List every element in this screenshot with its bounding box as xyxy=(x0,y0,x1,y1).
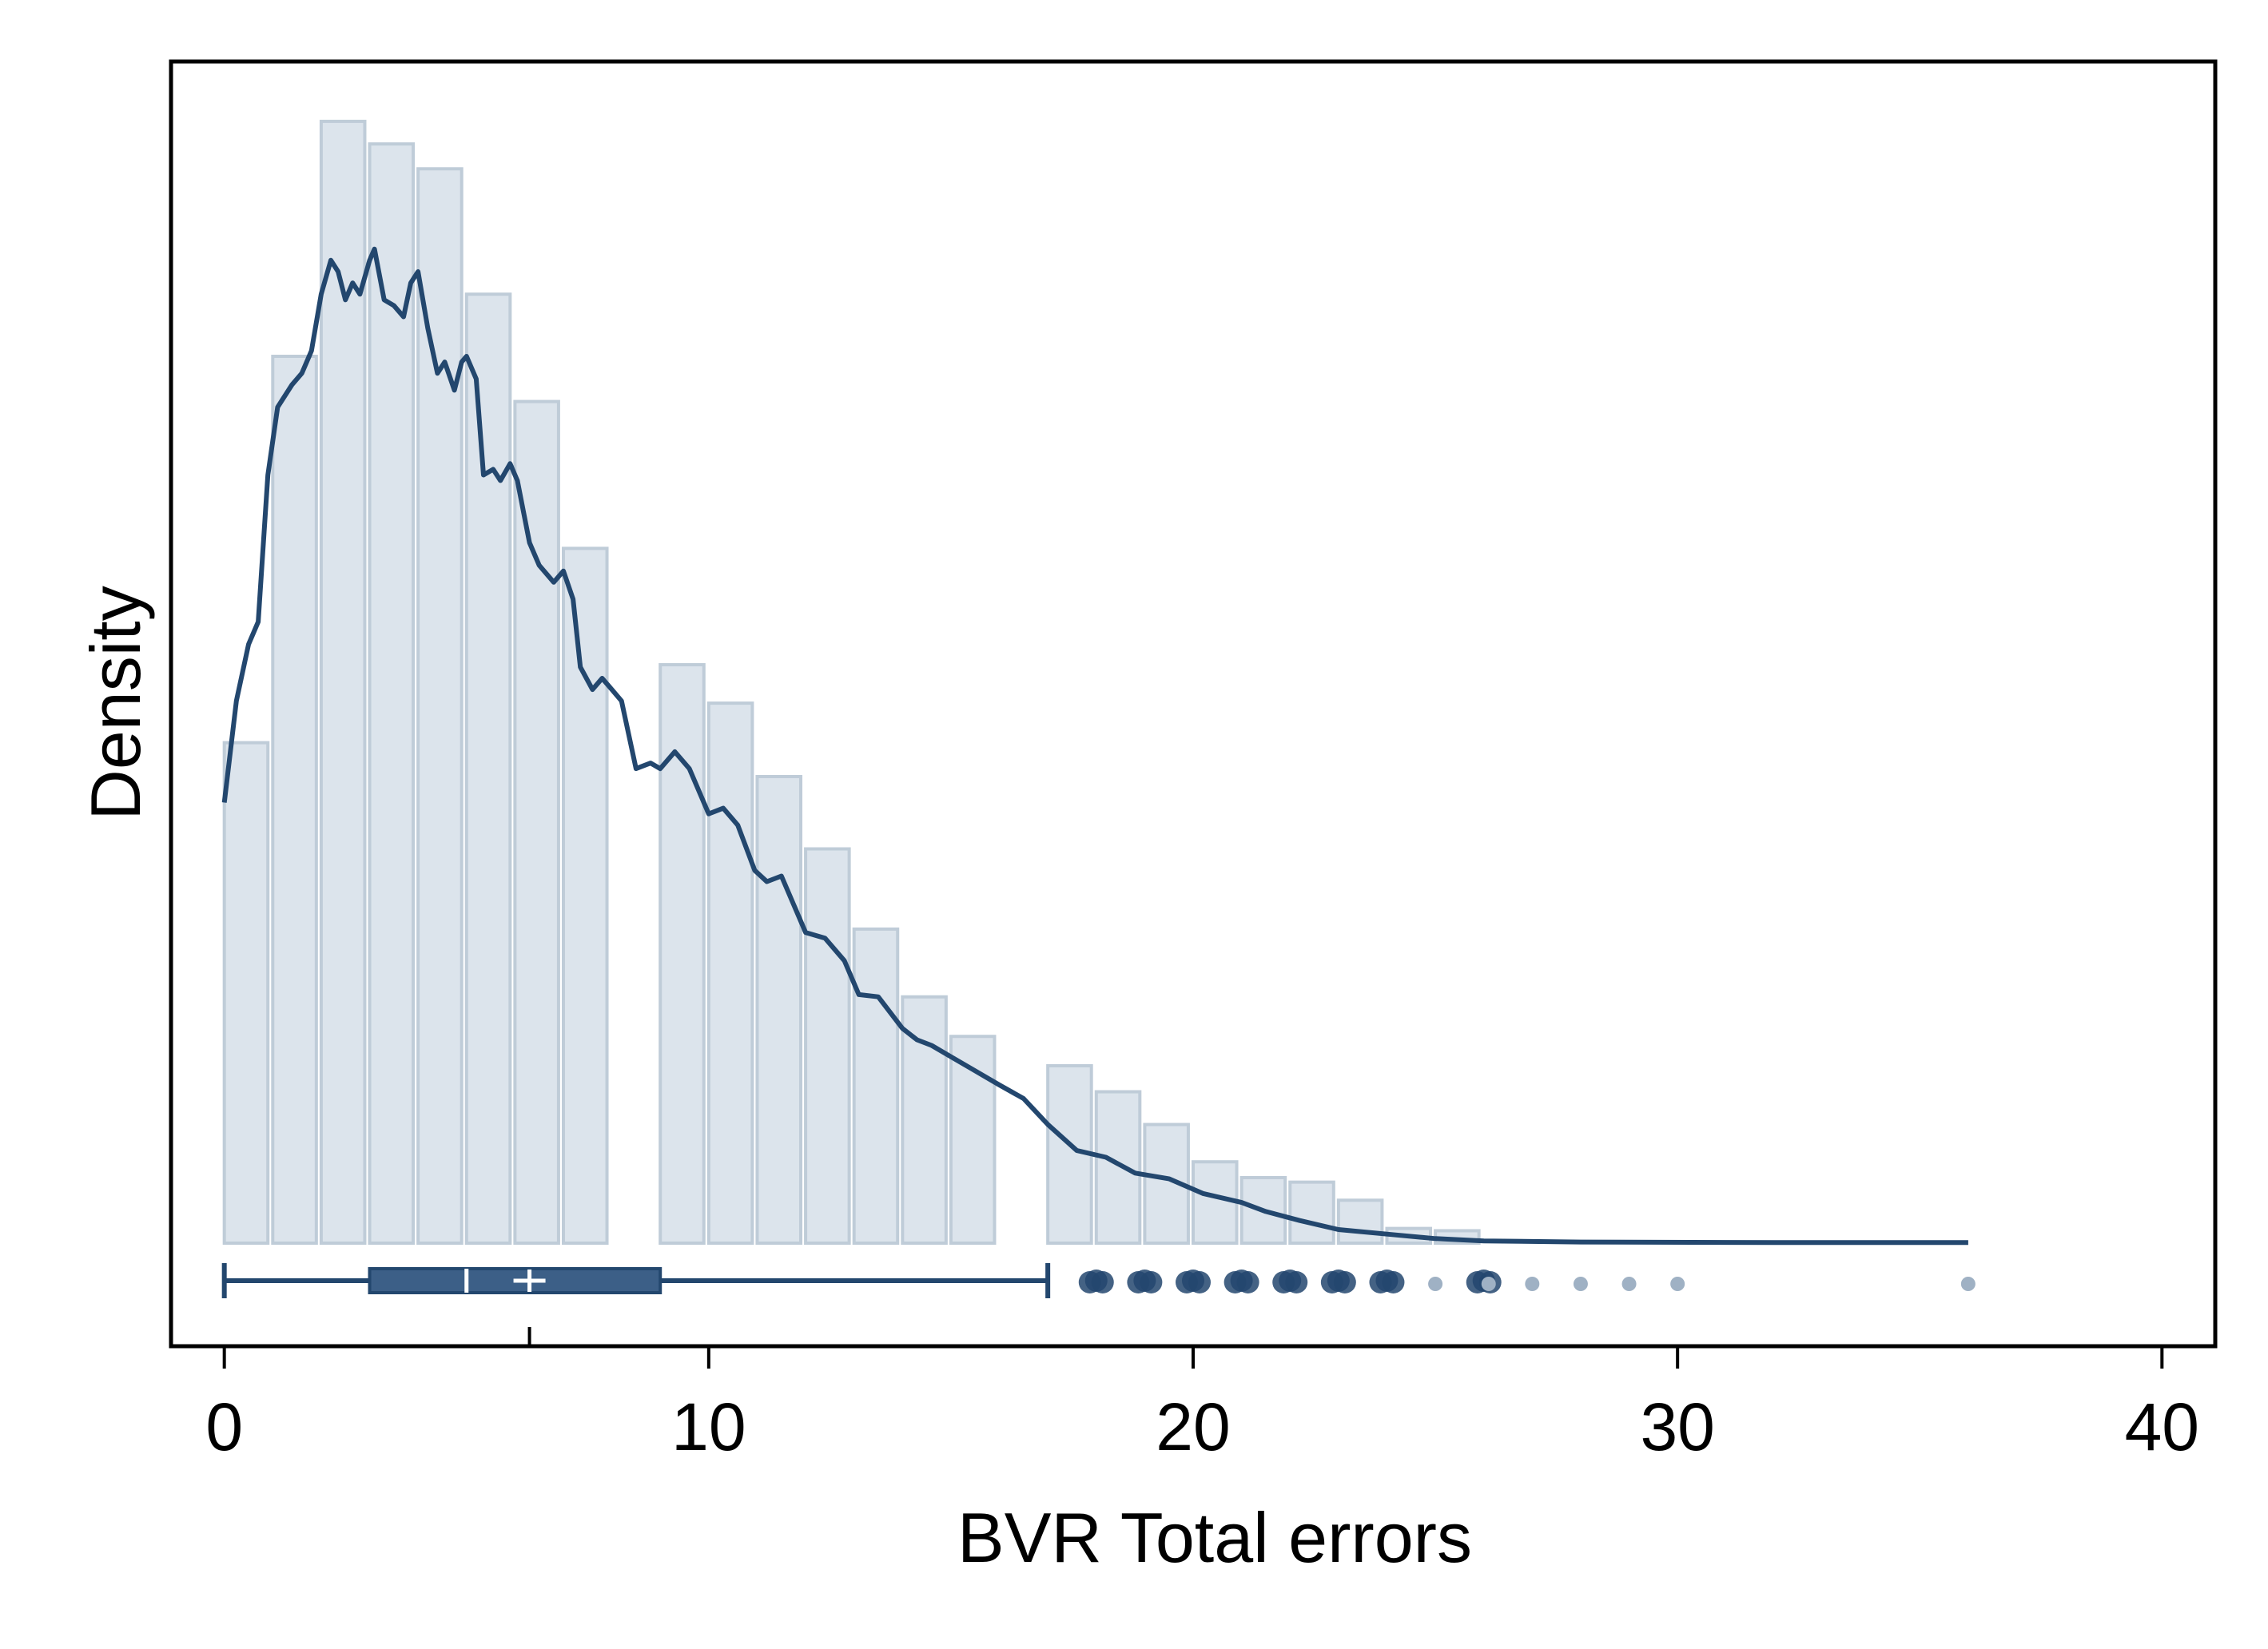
histogram-bar xyxy=(852,927,900,1245)
boxplot-mean-marker xyxy=(513,1270,546,1292)
outlier-point xyxy=(1382,1271,1405,1293)
histogram-bar xyxy=(804,847,851,1246)
histogram-bar xyxy=(464,292,512,1245)
x-tick-label: 30 xyxy=(1640,1389,1714,1464)
density-curve xyxy=(221,246,1968,1246)
outlier-point xyxy=(1091,1271,1114,1293)
outlier-point xyxy=(1960,1277,1976,1291)
x-tick-label: 20 xyxy=(1156,1389,1230,1464)
histogram-bar xyxy=(1288,1180,1335,1246)
outlier-points xyxy=(1078,1270,1976,1293)
histogram-bar xyxy=(222,741,270,1245)
histogram-bar xyxy=(271,355,318,1245)
histogram-bar xyxy=(755,775,803,1245)
outlier-point xyxy=(1333,1271,1356,1293)
histogram-bar xyxy=(561,546,609,1245)
histogram-bar xyxy=(901,995,948,1246)
density-curve-layer xyxy=(221,246,1968,1246)
x-axis-ticks: 0 10 20 30 40 xyxy=(205,1346,2199,1464)
outlier-point xyxy=(1621,1277,1637,1291)
outlier-point xyxy=(1481,1277,1496,1291)
histogram-bar xyxy=(1336,1198,1384,1245)
x-tick-label: 40 xyxy=(2125,1389,2199,1464)
outlier-point xyxy=(1428,1277,1443,1291)
plot-frame xyxy=(169,59,2218,1349)
outlier-point xyxy=(1140,1271,1163,1293)
y-axis-title: Density xyxy=(76,586,155,820)
histogram-bar xyxy=(706,701,754,1245)
histogram-bar xyxy=(319,119,367,1246)
histogram-bar xyxy=(1192,1160,1239,1246)
histogram-bar xyxy=(368,142,416,1246)
outlier-point xyxy=(1236,1271,1259,1293)
histogram-bars xyxy=(222,119,1481,1246)
histogram-bar xyxy=(416,167,464,1245)
outlier-point xyxy=(1573,1277,1588,1291)
boxplot-iqr-box xyxy=(368,1267,662,1294)
outlier-point xyxy=(1670,1277,1685,1291)
x-tick-label: 0 xyxy=(205,1389,243,1464)
histogram-bar xyxy=(1094,1090,1142,1246)
outlier-point xyxy=(1188,1271,1211,1293)
x-axis-title: BVR Total errors xyxy=(957,1498,1472,1577)
outlier-point xyxy=(1285,1271,1308,1293)
histogram-bar xyxy=(659,663,706,1245)
boxplot-layer xyxy=(221,1263,1051,1346)
histogram-bar xyxy=(513,399,560,1246)
x-tick-label: 10 xyxy=(671,1389,746,1464)
outlier-point xyxy=(1525,1277,1540,1291)
